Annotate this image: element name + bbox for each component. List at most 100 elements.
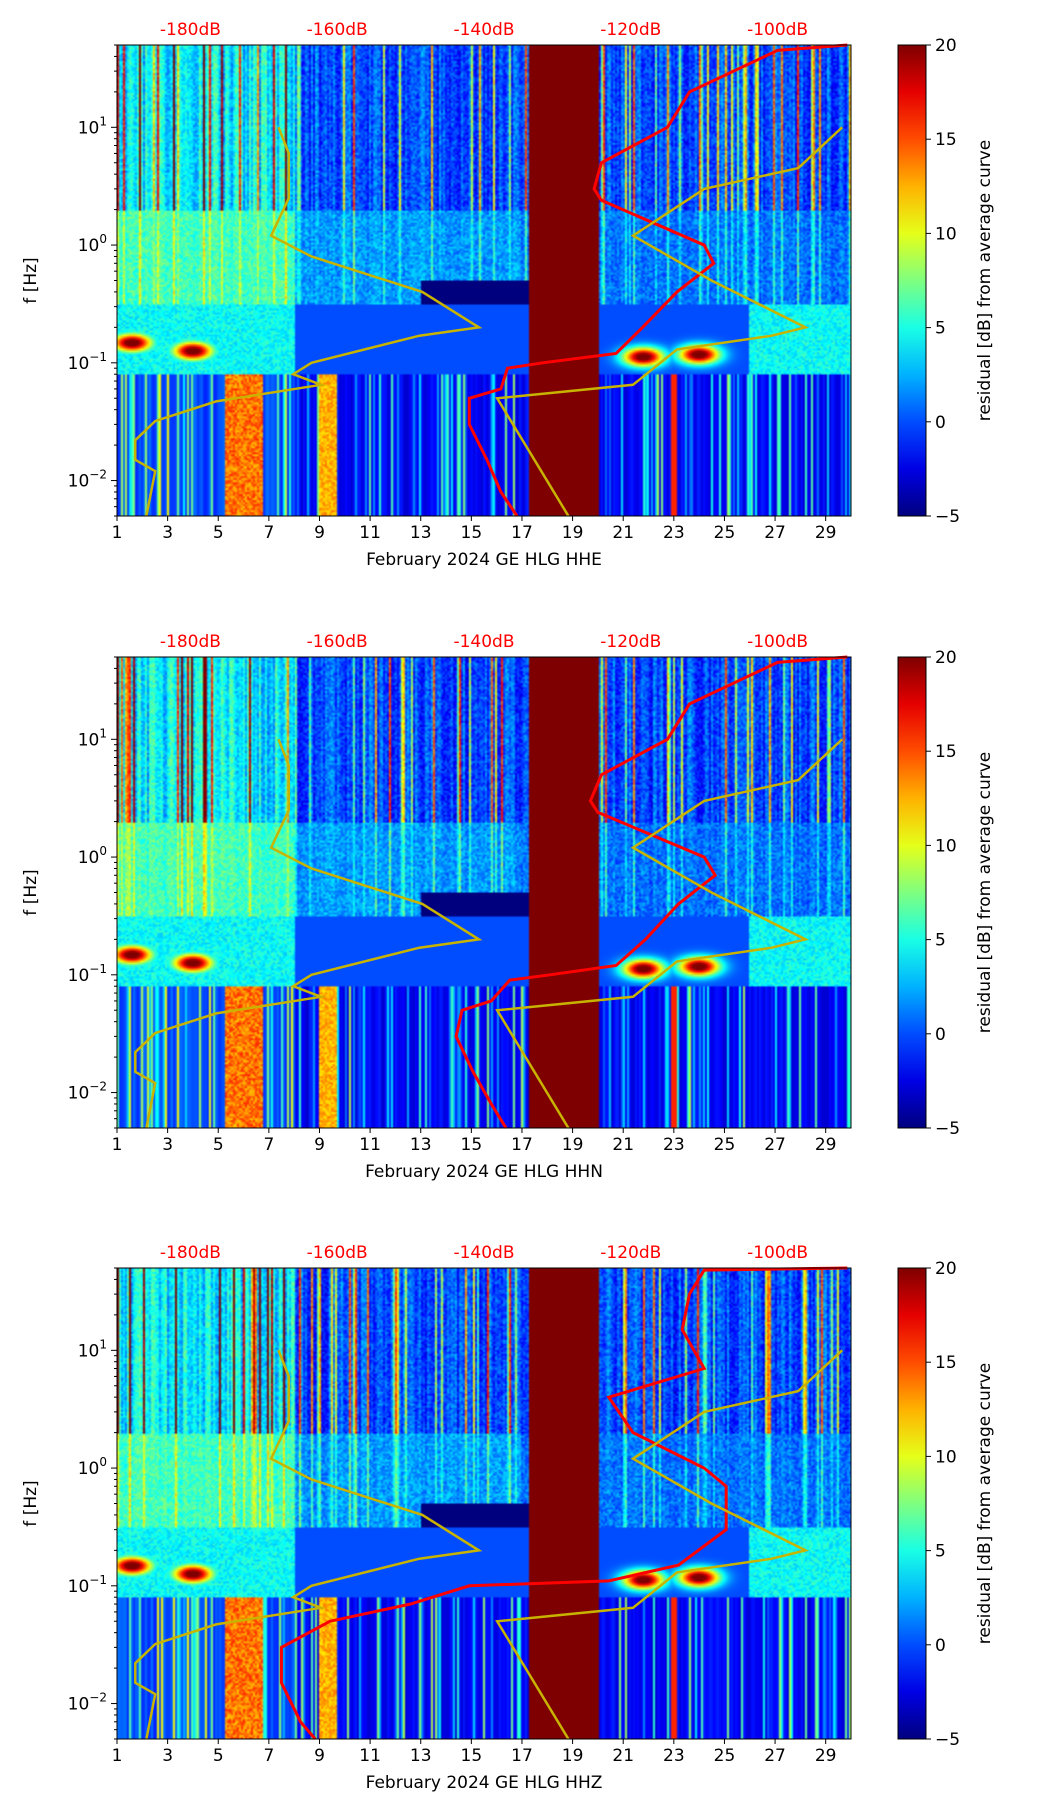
x-tick-label: 23 — [663, 1746, 685, 1766]
y-tick-label: 100 — [78, 1455, 107, 1479]
colorbar-tick-label: 15 — [935, 742, 957, 762]
x-tick-label: 3 — [162, 523, 173, 543]
x-tick-label: 21 — [612, 1746, 634, 1766]
x-tick-label: 29 — [815, 1746, 837, 1766]
top-db-label: -180dB — [160, 20, 221, 40]
colorbar-tick-label: 10 — [935, 836, 957, 856]
colorbar-tick-label: −5 — [935, 1730, 960, 1750]
x-tick-label: 5 — [213, 1746, 224, 1766]
y-tick-label: 10−1 — [68, 350, 107, 374]
x-axis-label: February 2024 GE HLG HHN — [365, 1162, 603, 1182]
y-tick-label: 10−2 — [68, 1691, 107, 1715]
series-line-noise-model — [134, 1349, 483, 1740]
colorbar-tick-label: 5 — [935, 931, 946, 951]
colorbar-tick-label: 5 — [935, 319, 946, 339]
colorbar-tick-label: −5 — [935, 507, 960, 527]
x-tick-label: 9 — [314, 523, 325, 543]
spectrogram-image — [117, 1268, 851, 1739]
x-tick-label: 15 — [461, 1746, 483, 1766]
spectrogram-image — [117, 657, 851, 1128]
top-db-label: -140dB — [453, 1243, 514, 1263]
x-tick-label: 11 — [359, 1746, 381, 1766]
x-tick-label: 13 — [410, 1135, 432, 1155]
x-tick-label: 3 — [162, 1135, 173, 1155]
x-tick-label: 29 — [815, 523, 837, 543]
colorbar-tick-label: 20 — [935, 36, 957, 56]
top-db-label: -140dB — [453, 632, 514, 652]
colorbar-tick-label: 20 — [935, 1259, 957, 1279]
x-axis-label: February 2024 GE HLG HHE — [366, 550, 602, 570]
y-tick-label: 101 — [78, 114, 107, 138]
y-tick-label: 10−2 — [68, 1080, 107, 1104]
top-db-label: -100dB — [747, 632, 808, 652]
x-tick-label: 21 — [612, 1135, 634, 1155]
x-tick-label: 7 — [263, 523, 274, 543]
series-line-noise-model — [134, 126, 483, 517]
x-tick-label: 27 — [764, 523, 786, 543]
series-line-psd — [467, 43, 848, 517]
panel-hhn: 1 3 5 7 9 11 13 15 17 19 21 23 25 27 29 February 2024 G… — [0, 612, 1052, 1222]
x-tick-label: 7 — [263, 1746, 274, 1766]
top-db-label: -160dB — [307, 20, 368, 40]
series-line-psd — [454, 655, 848, 1129]
x-tick-label: 5 — [213, 1135, 224, 1155]
x-tick-label: 19 — [562, 1135, 584, 1155]
x-tick-label: 15 — [461, 523, 483, 543]
x-tick-label: 15 — [461, 1135, 483, 1155]
x-tick-label: 25 — [714, 1135, 736, 1155]
colorbar-tick-label: −5 — [935, 1119, 960, 1139]
y-tick-label: 10−1 — [68, 1573, 107, 1597]
x-tick-label: 1 — [112, 523, 123, 543]
series-line-noise-model — [495, 738, 844, 1129]
x-tick-label: 25 — [714, 1746, 736, 1766]
y-tick-label: 10−2 — [68, 468, 107, 492]
colorbar-tick-label: 5 — [935, 1542, 946, 1562]
top-db-label: -100dB — [747, 20, 808, 40]
x-tick-label: 27 — [764, 1135, 786, 1155]
x-tick-label: 13 — [410, 523, 432, 543]
top-db-label: -160dB — [307, 1243, 368, 1263]
x-tick-label: 17 — [511, 1135, 533, 1155]
colorbar — [897, 1267, 927, 1740]
x-tick-label: 11 — [359, 1135, 381, 1155]
y-axis-label: f [Hz] — [21, 1480, 41, 1526]
colorbar-tick-label: 10 — [935, 1447, 957, 1467]
y-tick-label: 100 — [78, 232, 107, 256]
colorbar-tick-label: 10 — [935, 224, 957, 244]
x-tick-label: 25 — [714, 523, 736, 543]
x-tick-label: 9 — [314, 1135, 325, 1155]
top-db-label: -120dB — [600, 632, 661, 652]
top-db-label: -140dB — [453, 20, 514, 40]
x-tick-label: 3 — [162, 1746, 173, 1766]
axes-frame — [116, 44, 852, 517]
panel-hhz: 1 3 5 7 9 11 13 15 17 19 21 23 25 27 29 February 2024 G… — [0, 1223, 1052, 1806]
x-tick-label: 7 — [263, 1135, 274, 1155]
colorbar-tick-label: 20 — [935, 648, 957, 668]
x-tick-label: 19 — [562, 523, 584, 543]
colorbar — [897, 44, 927, 517]
colorbar-tick-label: 0 — [935, 413, 946, 433]
y-axis-label: f [Hz] — [21, 869, 41, 915]
x-tick-label: 23 — [663, 1135, 685, 1155]
series-line-psd — [279, 1266, 848, 1740]
top-db-label: -180dB — [160, 1243, 221, 1263]
y-tick-label: 101 — [78, 726, 107, 750]
spectrogram-image — [117, 45, 851, 516]
axes-frame — [116, 656, 852, 1129]
x-tick-label: 13 — [410, 1746, 432, 1766]
colorbar-tick-label: 15 — [935, 1353, 957, 1373]
colorbar — [897, 656, 927, 1129]
x-tick-label: 23 — [663, 523, 685, 543]
x-tick-label: 1 — [112, 1135, 123, 1155]
y-tick-label: 101 — [78, 1337, 107, 1361]
x-tick-label: 27 — [764, 1746, 786, 1766]
colorbar-tick-label: 15 — [935, 130, 957, 150]
x-tick-label: 19 — [562, 1746, 584, 1766]
colorbar-tick-label: 0 — [935, 1025, 946, 1045]
series-line-noise-model — [495, 1349, 844, 1740]
x-axis-label: February 2024 GE HLG HHZ — [366, 1773, 603, 1793]
x-tick-label: 21 — [612, 523, 634, 543]
